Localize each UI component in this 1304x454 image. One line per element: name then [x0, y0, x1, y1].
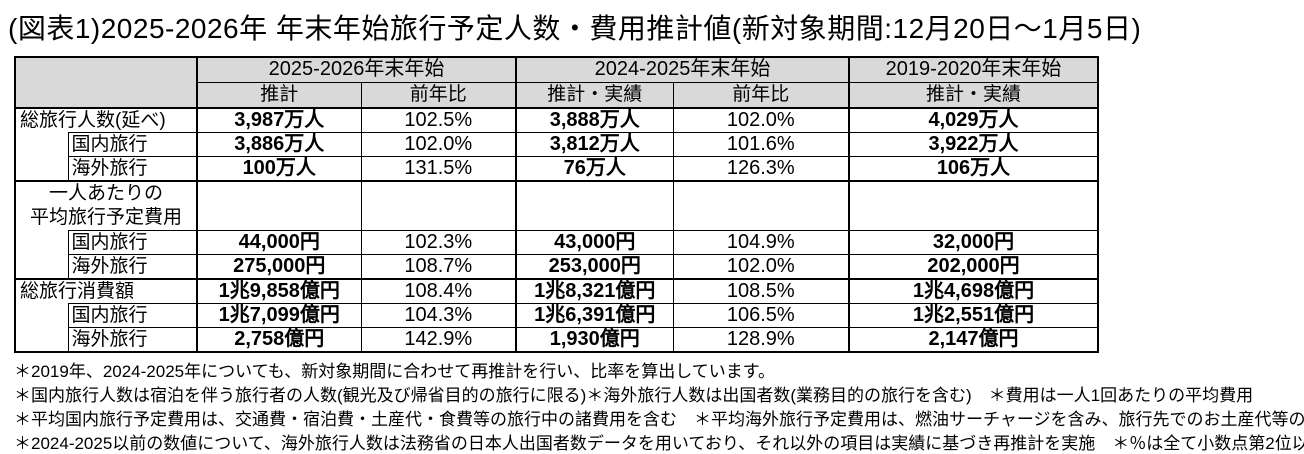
indent-strip [15, 132, 69, 181]
table-row: 総旅行人数(延べ) 3,987万人 102.5% 3,888万人 102.0% … [14, 107, 1099, 133]
footnote-line: ＊2019年、2024-2025年についても、新対象期間に合わせて再推計を行い、… [14, 362, 776, 381]
row-label-domestic: 国内旅行 [67, 230, 198, 255]
pct-cell: 102.0% [672, 107, 850, 133]
row-label-overseas: 海外旅行 [67, 254, 198, 280]
pct-cell: 101.6% [672, 132, 850, 157]
value-cell: 3,886万人 [196, 132, 362, 157]
pct-cell: 128.9% [672, 327, 850, 353]
footnote-line: ＊2024-2025以前の数値について、海外旅行人数は法務省の日本人出国者数デー… [14, 434, 1304, 453]
row-label-line1: 一人あたりの [48, 183, 163, 204]
pct-cell: 108.7% [360, 254, 517, 280]
column-group-2024-2025: 2024-2025年末年始 [515, 56, 850, 83]
pct-cell: 126.3% [672, 156, 850, 182]
value-cell: 1兆9,858億円 [196, 278, 362, 304]
value-cell: 44,000円 [196, 230, 362, 255]
table-row: 海外旅行 275,000円 108.7% 253,000円 102.0% 202… [15, 254, 1099, 280]
value-cell: 4,029万人 [848, 107, 1099, 133]
value-cell [196, 180, 362, 231]
row-label-domestic: 国内旅行 [67, 303, 198, 328]
pct-cell: 106.5% [672, 303, 850, 328]
pct-cell: 102.0% [672, 254, 850, 280]
subheader-yoy: 前年比 [672, 81, 850, 109]
pct-cell: 142.9% [360, 327, 517, 353]
value-cell: 2,147億円 [848, 327, 1099, 353]
table-row: 一人あたりの 平均旅行予定費用 [14, 180, 1099, 231]
value-cell: 1兆4,698億円 [848, 278, 1099, 304]
value-cell: 1,930億円 [515, 327, 674, 353]
value-cell: 3,888万人 [515, 107, 674, 133]
pct-cell: 108.4% [360, 278, 517, 304]
value-cell: 76万人 [515, 156, 674, 182]
value-cell: 1兆8,321億円 [515, 278, 674, 304]
value-cell: 32,000円 [848, 230, 1099, 255]
row-label-total-travelers: 総旅行人数(延べ) [14, 107, 198, 133]
value-cell: 3,922万人 [848, 132, 1099, 157]
value-cell: 100万人 [196, 156, 362, 182]
value-cell: 253,000円 [515, 254, 674, 280]
pct-cell: 131.5% [360, 156, 517, 182]
table-row: 海外旅行 100万人 131.5% 76万人 126.3% 106万人 [15, 156, 1099, 182]
corner-cell [14, 56, 198, 109]
value-cell: 43,000円 [515, 230, 674, 255]
value-cell [515, 180, 674, 231]
footnotes: ＊2019年、2024-2025年についても、新対象期間に合わせて再推計を行い、… [14, 360, 1304, 454]
table-row: 国内旅行 1兆7,099億円 104.3% 1兆6,391億円 106.5% 1… [15, 303, 1099, 352]
subheader-yoy: 前年比 [360, 81, 517, 109]
value-cell: 3,987万人 [196, 107, 362, 133]
value-cell: 106万人 [848, 156, 1099, 182]
table-row: 総旅行消費額 1兆9,858億円 108.4% 1兆8,321億円 108.5%… [14, 278, 1099, 304]
pct-cell [672, 180, 850, 231]
travel-estimates-table: 2025-2026年末年始 2024-2025年末年始 2019-2020年末年… [14, 56, 1099, 353]
header-row-subheaders: 推計 前年比 推計・実績 前年比 推計・実績 [15, 81, 1099, 109]
value-cell: 1兆2,551億円 [848, 303, 1099, 328]
row-label-total-spending: 総旅行消費額 [14, 278, 198, 304]
pct-cell: 108.5% [672, 278, 850, 304]
subheader-estimate: 推計 [196, 81, 362, 109]
subheader-estimate-actual: 推計・実績 [515, 81, 674, 109]
value-cell: 1兆7,099億円 [196, 303, 362, 328]
row-label-line2: 平均旅行予定費用 [29, 207, 182, 228]
table-row: 国内旅行 44,000円 102.3% 43,000円 104.9% 32,00… [15, 230, 1099, 279]
value-cell [848, 180, 1099, 231]
subheader-estimate-actual: 推計・実績 [848, 81, 1099, 109]
row-label-avg-cost-per-person: 一人あたりの 平均旅行予定費用 [14, 180, 198, 231]
pct-cell: 102.5% [360, 107, 517, 133]
pct-cell: 104.3% [360, 303, 517, 328]
pct-cell [360, 180, 517, 231]
row-label-overseas: 海外旅行 [67, 327, 198, 353]
row-label-domestic: 国内旅行 [67, 132, 198, 157]
footnote-line: ＊平均国内旅行予定費用は、交通費・宿泊費・土産代・食費等の旅行中の諸費用を含む … [14, 410, 1304, 429]
figure-title: (図表1)2025-2026年 年末年始旅行予定人数・費用推計値(新対象期間:1… [8, 13, 1142, 44]
value-cell: 275,000円 [196, 254, 362, 280]
indent-strip [15, 303, 69, 352]
row-label-overseas: 海外旅行 [67, 156, 198, 182]
value-cell: 3,812万人 [515, 132, 674, 157]
footnote-line: ＊国内旅行人数は宿泊を伴う旅行者の人数(観光及び帰省目的の旅行に限る)＊海外旅行… [14, 386, 1254, 405]
pct-cell: 102.3% [360, 230, 517, 255]
pct-cell: 102.0% [360, 132, 517, 157]
header-row-groups: 2025-2026年末年始 2024-2025年末年始 2019-2020年末年… [14, 56, 1099, 109]
pct-cell: 104.9% [672, 230, 850, 255]
indent-strip [15, 230, 69, 279]
table-row: 海外旅行 2,758億円 142.9% 1,930億円 128.9% 2,147… [15, 327, 1099, 353]
value-cell: 2,758億円 [196, 327, 362, 353]
value-cell: 1兆6,391億円 [515, 303, 674, 328]
column-group-2025-2026: 2025-2026年末年始 [196, 56, 517, 83]
value-cell: 202,000円 [848, 254, 1099, 280]
column-group-2019-2020: 2019-2020年末年始 [848, 56, 1099, 83]
table-row: 国内旅行 3,886万人 102.0% 3,812万人 101.6% 3,922… [15, 132, 1099, 181]
